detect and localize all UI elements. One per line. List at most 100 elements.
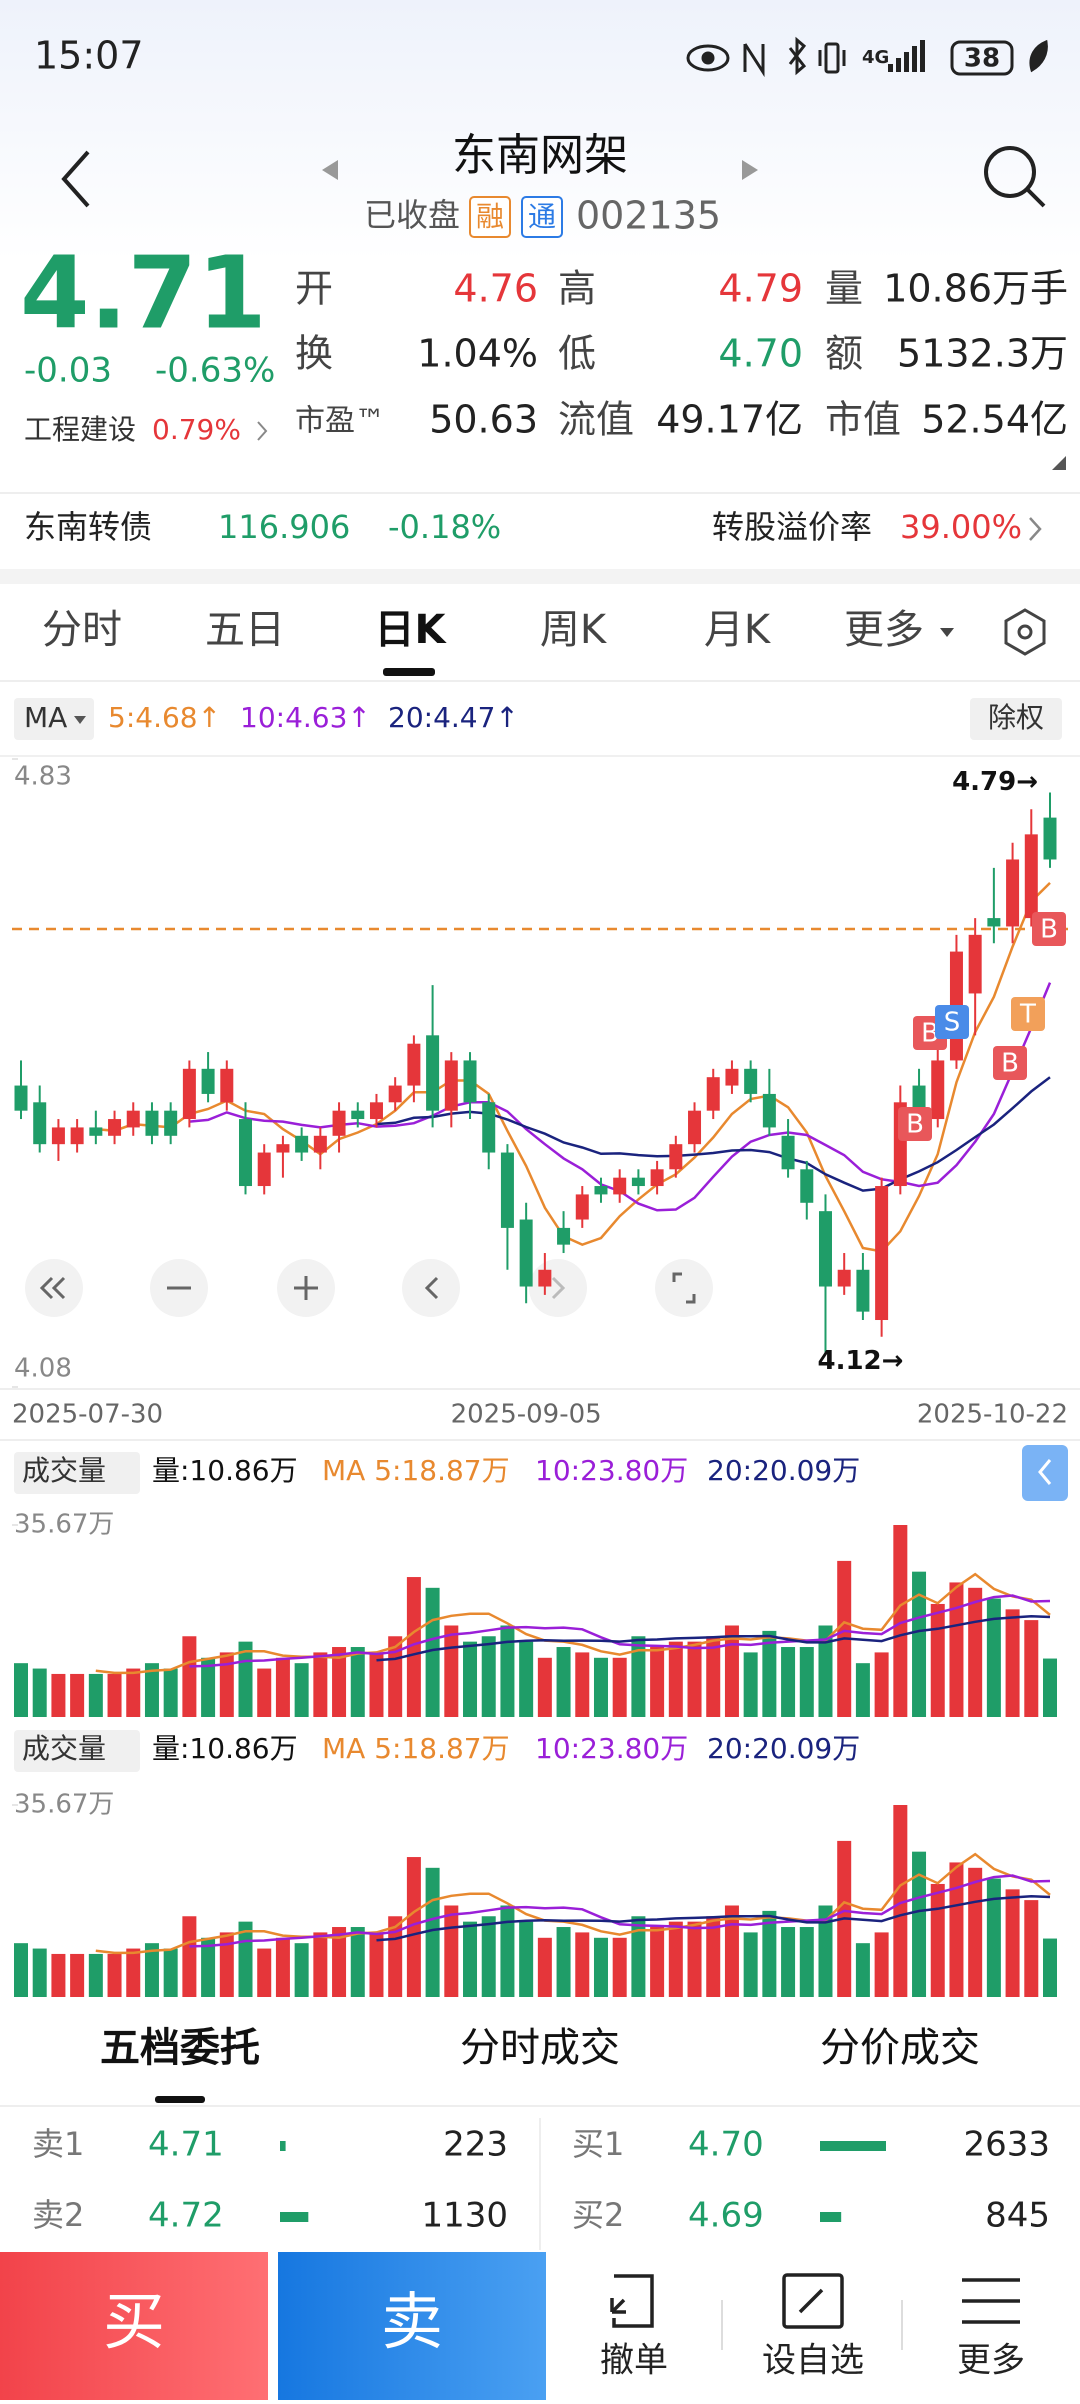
price-change: -0.03 [24,351,112,391]
order-tab[interactable]: 分价成交 [820,2025,980,2071]
sell-button[interactable] [278,2252,546,2400]
sell-label[interactable]: 卖 [381,2285,443,2358]
volume-bar [687,1641,702,1717]
volume-bar [743,1932,758,1997]
order-label: 卖2 [32,2196,84,2234]
candle-body [912,1085,926,1111]
chart-tab[interactable]: 周K [540,607,608,653]
volume-ma-line [189,1594,1051,1668]
chart-tab[interactable]: 五日 [205,607,285,653]
volume-bar [818,1905,833,1997]
volume-indicator: 成交量 [22,1732,106,1765]
y-tick-label: 4.83 [14,762,72,792]
volume-ma-line [376,1614,1051,1662]
high-annotation: 4.79→ [952,767,1038,797]
order-tab[interactable]: 五档委托 [100,2025,260,2071]
volume-bar [163,1948,178,1997]
buy-label[interactable]: 买 [103,2285,165,2358]
volume-value: 量:10.86万 [152,1732,298,1765]
search-button[interactable] [984,146,1046,208]
volume-ma-line [95,1572,1051,1675]
stat-value: 4.79 [718,267,803,311]
stat-value: 49.17亿 [656,398,803,442]
stat-value: 10.86万手 [883,267,1068,311]
volume-bar [855,1943,870,1997]
bond-name: 东南转债 [24,508,152,546]
candle-body [257,1152,271,1187]
collapse-tab[interactable] [1022,1445,1068,1501]
candle-body [800,1169,814,1203]
trade-mark-box [993,1046,1027,1080]
order-label: 买1 [572,2125,624,2163]
volume-bar [631,1916,646,1997]
volume-bar [257,1948,272,1997]
volume-bar [126,1948,141,1997]
settings-button[interactable] [1004,608,1046,656]
action-label[interactable]: 设自选 [762,2341,864,2381]
volume-ma-line [95,1852,1051,1955]
adjust-label: 除权 [988,701,1044,734]
volume-value: 量:10.86万 [152,1454,298,1487]
x-tick-label: 2025-10-22 [917,1400,1068,1430]
action-label[interactable]: 撤单 [600,2341,668,2381]
order-price: 4.71 [148,2125,224,2165]
volume-bar [519,1921,534,1997]
candle-body [519,1219,533,1287]
volume-bar [275,1657,290,1717]
candle-body [781,1135,795,1170]
stat-value: 1.04% [417,332,538,376]
chart-tab[interactable]: 日K [375,607,448,653]
badge: 融 [476,200,504,233]
candle-body [762,1093,776,1128]
last-price: 4.71 [20,234,267,351]
volume-bar [388,1636,403,1717]
action-icons [610,2273,1020,2329]
volume-bar [144,1943,159,1997]
status-icons [686,36,1048,78]
volume-bar [724,1905,739,1997]
volume-bar [949,1862,964,1997]
chart-tab[interactable]: 更多 [844,607,924,653]
volume-ma-label: 20:20.09万 [707,1732,860,1765]
expand-mark [1052,456,1066,470]
y-tick-label: 35.67万 [14,1790,114,1820]
stat-label: 额 [825,332,863,376]
volume-bar [107,1953,122,1997]
candle-body [688,1110,702,1145]
volume-bar [350,1927,365,1997]
volume-bar [32,1948,47,1997]
next-stock[interactable] [742,160,758,180]
order-tab[interactable]: 分时成交 [460,2025,620,2071]
volume-bar [275,1937,290,1997]
indicator-box[interactable] [14,1730,140,1772]
order-price: 4.72 [148,2196,224,2236]
order-label: 买2 [572,2196,624,2234]
badge: 通 [528,200,556,233]
candle-body [276,1144,290,1153]
stat-label: 低 [558,332,596,376]
candle-body [557,1227,571,1245]
indicator-box[interactable] [14,698,94,740]
volume-bar [500,1625,515,1717]
volume-bar [201,1657,216,1717]
volume-bar [107,1673,122,1717]
adjust-box[interactable] [970,698,1062,740]
trade-mark: S [944,1008,961,1038]
candle-body [33,1102,47,1145]
candle-body [818,1211,832,1287]
chart-tab[interactable]: 月K [704,607,772,653]
buy-button[interactable] [0,2252,268,2400]
volume-bar [444,1905,459,1997]
order-qty-bar [280,2141,286,2151]
volume-bar [874,1932,889,1997]
candle-body [313,1135,327,1153]
candle-body [220,1068,234,1103]
chart-tab[interactable]: 分时 [42,607,122,653]
prev-stock[interactable] [322,160,338,180]
sector-change: 0.79% [152,413,241,446]
action-label[interactable]: 更多 [957,2341,1025,2381]
back-button[interactable] [61,150,90,208]
stat-value: 4.70 [718,332,803,376]
stat-value: 50.63 [429,398,538,442]
indicator-box[interactable] [14,1452,140,1494]
